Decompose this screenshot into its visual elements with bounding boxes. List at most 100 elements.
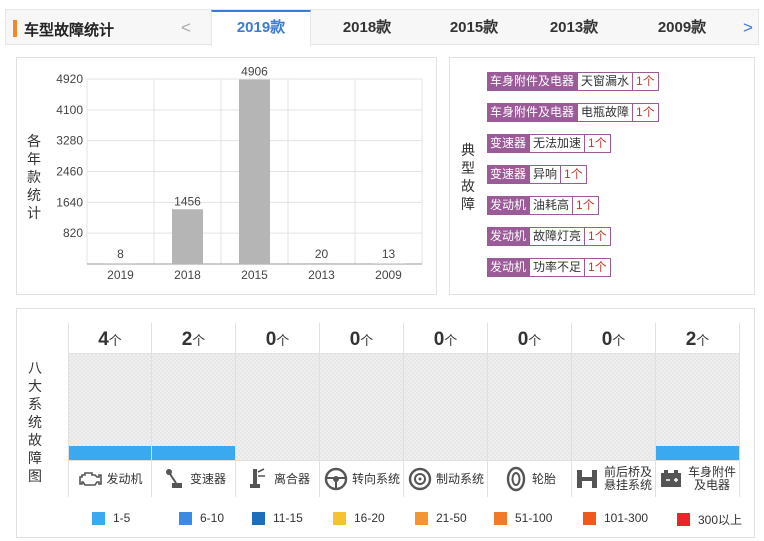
tab-2013[interactable]: 2013款: [549, 19, 599, 36]
legend-label: 51-100: [515, 511, 553, 525]
fault-tag[interactable]: 车身附件及电器 电瓶故障 1个: [487, 103, 659, 122]
legend-swatch: [179, 511, 192, 525]
legend-item: 51-100: [494, 511, 552, 525]
legend-item: 16-20: [333, 511, 385, 525]
tab-2018[interactable]: 2018款: [342, 19, 392, 36]
system-label: 离合器: [236, 460, 319, 497]
fault-tag[interactable]: 发动机 功率不足 1个: [487, 258, 611, 277]
engine-icon: [77, 466, 103, 492]
fault-description: 故障灯亮: [529, 227, 586, 246]
tab-2019[interactable]: 2019款: [211, 10, 311, 46]
legend-label: 1-5: [113, 511, 131, 525]
year-bar-chart: 820 1640 2460 3280 4100 4920 8 2019 1456 2018 4906…: [56, 65, 423, 282]
fault-tag[interactable]: 变速器 无法加速 1个: [487, 134, 611, 153]
system-level-area: [488, 354, 571, 460]
systems-label-char: 故: [28, 432, 42, 448]
axle-suspension-icon: [574, 466, 600, 492]
y-tick-label: 4920: [56, 72, 83, 86]
system-column[interactable]: 0个前后桥及悬挂系统: [572, 323, 656, 497]
eight-systems-panel: 八大系统故障图 4个 发动机 2个 变速器 0个 离合器 0个 转向系统 0个 制动系统 0个 轮胎 0…: [16, 308, 755, 538]
bar-value-label: 4906: [241, 65, 268, 79]
bar-value-label: 13: [382, 247, 396, 261]
chart-ylabel-char: 统: [27, 187, 41, 203]
gear-shift-icon: [161, 466, 187, 492]
next-arrow-icon[interactable]: >: [743, 18, 753, 37]
system-count: 0个: [236, 323, 319, 354]
legend-label: 300以上: [698, 513, 743, 527]
system-count-unit: 个: [108, 333, 122, 348]
fault-tag[interactable]: 变速器 异响 1个: [487, 165, 587, 184]
system-count: 0个: [572, 323, 655, 354]
system-level-fill: [152, 446, 235, 460]
system-level-area: [320, 354, 403, 460]
system-count-value: 0: [349, 329, 361, 350]
clutch-pedal-icon: [245, 466, 271, 492]
system-label: 轮胎: [488, 460, 571, 497]
chart-ylabel-char: 年: [27, 151, 41, 167]
chart-ylabel-char: 计: [27, 205, 41, 221]
system-count-value: 0: [517, 329, 529, 350]
system-level-area: [572, 354, 655, 460]
fault-count: 1个: [585, 134, 611, 153]
system-count: 4个: [69, 323, 151, 354]
fault-category: 发动机: [487, 196, 530, 215]
fault-count: 1个: [573, 196, 599, 215]
system-column[interactable]: 4个发动机: [68, 323, 152, 497]
system-count: 0个: [320, 323, 403, 354]
fault-category: 车身附件及电器: [487, 103, 578, 122]
fault-description: 异响: [529, 165, 562, 184]
system-count-unit: 个: [444, 333, 458, 348]
x-tick-label: 2018: [174, 268, 201, 282]
faults-label-char: 型: [461, 160, 475, 176]
bar-2015: [239, 79, 270, 264]
year-stats-panel: 各年款统计 820 1640 2460 3280 4100 4920 8 2019 1456 20…: [16, 57, 437, 295]
y-tick-label: 4100: [56, 103, 83, 117]
system-column[interactable]: 0个离合器: [236, 323, 320, 497]
tab-2009[interactable]: 2009款: [657, 19, 707, 36]
systems-vertical-label: 八大系统故障图: [27, 359, 43, 485]
legend-item: 21-50: [415, 511, 467, 525]
fault-category: 发动机: [487, 258, 530, 277]
legend-label: 11-15: [273, 511, 303, 525]
fault-tag[interactable]: 车身附件及电器 天窗漏水 1个: [487, 72, 659, 91]
x-tick-label: 2019: [107, 268, 134, 282]
system-level-area: [69, 354, 151, 460]
chart-ylabel-char: 款: [27, 169, 41, 185]
x-tick-label: 2013: [308, 268, 335, 282]
legend-swatch: [583, 511, 596, 525]
x-tick-label: 2015: [241, 268, 268, 282]
system-count-value: 2: [181, 329, 193, 350]
legend-item: 101-300: [583, 511, 648, 525]
fault-count: 1个: [633, 103, 659, 122]
bar-value-label: 8: [117, 247, 124, 261]
fault-count: 1个: [585, 258, 611, 277]
system-column[interactable]: 0个 转向系统: [320, 323, 404, 497]
system-count-unit: 个: [192, 333, 206, 348]
system-name: 变速器: [189, 471, 226, 486]
system-name: 发动机: [106, 471, 143, 486]
fault-category: 发动机: [487, 227, 530, 246]
prev-arrow-icon[interactable]: <: [181, 18, 191, 37]
tab-2015[interactable]: 2015款: [449, 19, 499, 36]
chart-vertical-label: 各年款统计: [26, 132, 42, 222]
system-column[interactable]: 2个 车身附件及电器: [656, 323, 740, 497]
system-count-value: 0: [433, 329, 445, 350]
fault-tag[interactable]: 发动机 故障灯亮 1个: [487, 227, 611, 246]
chart-ylabel-char: 各: [27, 133, 41, 149]
system-column[interactable]: 2个变速器: [152, 323, 236, 497]
fault-tag[interactable]: 发动机 油耗高 1个: [487, 196, 599, 215]
legend-swatch: [252, 511, 265, 525]
system-count-value: 0: [601, 329, 613, 350]
bar-value-label: 20: [315, 247, 329, 261]
y-tick-label: 1640: [56, 195, 83, 209]
bar-2013: [306, 263, 337, 264]
system-name: 前后桥及悬挂系统: [603, 465, 652, 492]
system-column[interactable]: 0个 轮胎: [488, 323, 572, 497]
system-column[interactable]: 0个 制动系统: [404, 323, 488, 497]
system-count: 0个: [404, 323, 487, 354]
system-level-area: [152, 354, 235, 460]
system-label: 发动机: [69, 460, 151, 497]
system-count: 2个: [152, 323, 235, 354]
system-level-area: [236, 354, 319, 460]
faults-label-char: 典: [461, 142, 475, 158]
